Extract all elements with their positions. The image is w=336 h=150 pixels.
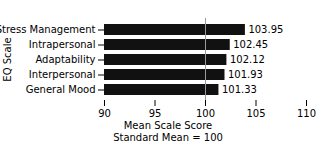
svg-text:102.12: 102.12 bbox=[230, 54, 265, 65]
svg-text:EQ Scale: EQ Scale bbox=[2, 37, 13, 81]
svg-text:95: 95 bbox=[149, 108, 162, 119]
svg-text:Stress Management: Stress Management bbox=[0, 24, 96, 35]
svg-text:Intrapersonal: Intrapersonal bbox=[29, 39, 96, 50]
svg-text:103.95: 103.95 bbox=[248, 24, 283, 35]
svg-text:101.33: 101.33 bbox=[222, 84, 257, 95]
svg-text:110: 110 bbox=[297, 108, 316, 119]
svg-text:101.93: 101.93 bbox=[228, 69, 263, 80]
svg-text:90: 90 bbox=[98, 108, 111, 119]
svg-text:105: 105 bbox=[246, 108, 265, 119]
html-text:Mean Scale Score Standard Mean: Mean Scale Score Standard Mean = 100 bbox=[113, 120, 223, 143]
svg-text:General Mood: General Mood bbox=[26, 84, 96, 95]
svg-text:Interpersonal: Interpersonal bbox=[29, 69, 96, 80]
svg-text:102.45: 102.45 bbox=[233, 39, 268, 50]
svg-text:100: 100 bbox=[196, 108, 215, 119]
svg-text:Adaptability: Adaptability bbox=[35, 54, 95, 65]
